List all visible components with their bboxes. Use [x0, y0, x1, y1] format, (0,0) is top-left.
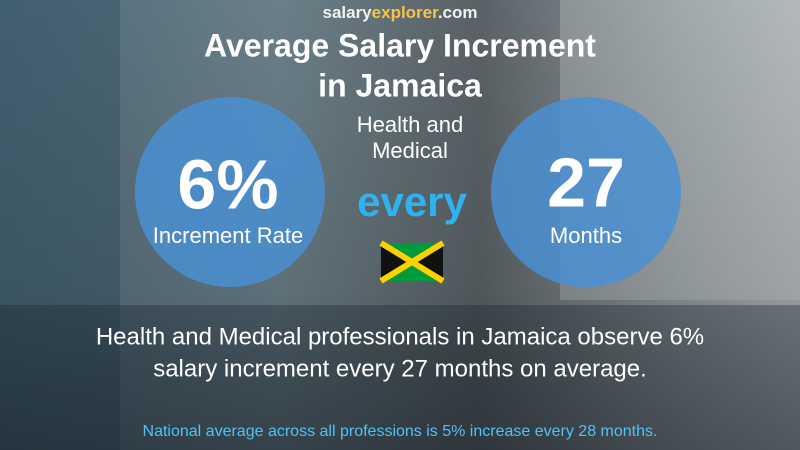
months-label: Months — [550, 223, 622, 248]
brand-part: explorer — [372, 3, 439, 22]
subtitle: Medical — [372, 138, 448, 163]
circle — [135, 97, 325, 287]
brand: salaryexplorer.com — [322, 3, 477, 22]
connector: every — [357, 178, 467, 225]
title: Average Salary Increment — [204, 27, 596, 63]
months-value: 27 — [547, 143, 625, 221]
brand-part: salary — [322, 3, 372, 22]
circle — [491, 97, 681, 287]
text-band — [0, 305, 800, 450]
summary: salary increment every 27 months on aver… — [153, 355, 647, 382]
brand-part: .com — [438, 3, 478, 22]
subtitle: Health and — [357, 112, 463, 137]
summary: Health and Medical professionals in Jama… — [96, 323, 704, 350]
footer: National average across all professions … — [143, 423, 658, 440]
rate-label: Increment Rate — [153, 223, 303, 248]
title: in Jamaica — [318, 67, 482, 103]
flag — [379, 240, 445, 284]
rate-value: 6% — [177, 145, 278, 223]
